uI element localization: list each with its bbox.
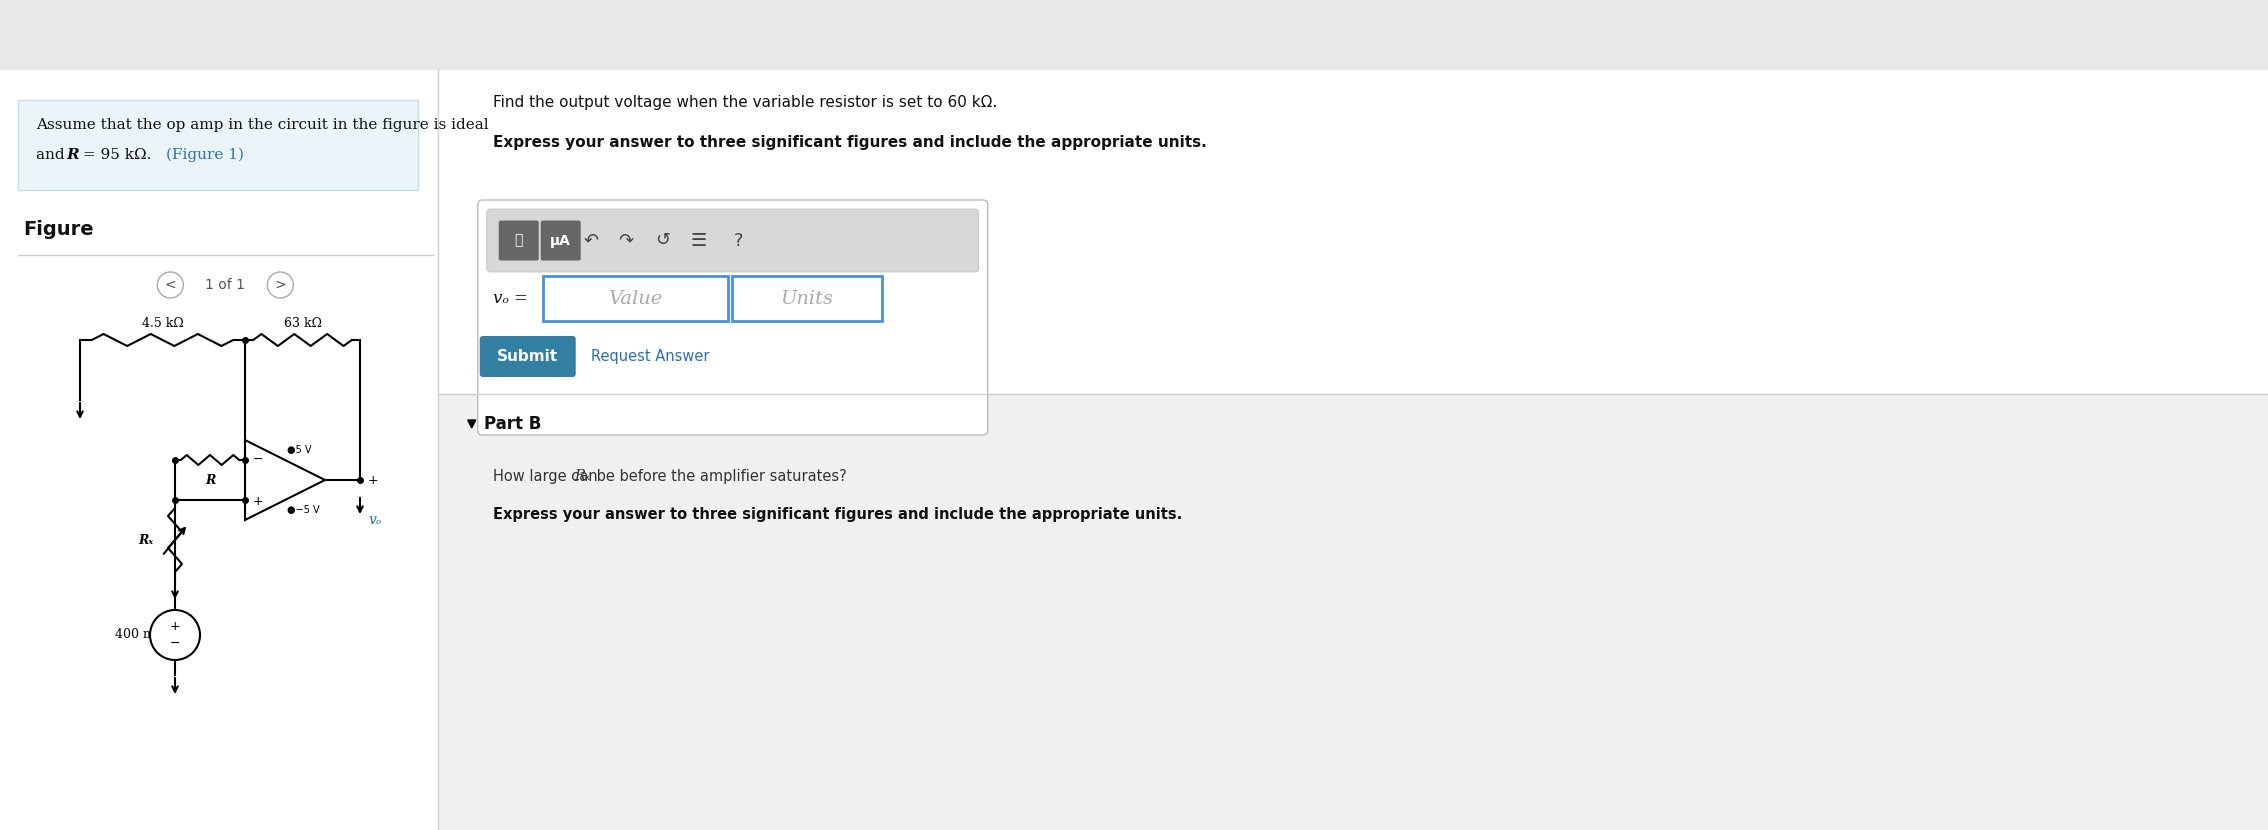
Text: Express your answer to three significant figures and include the appropriate uni: Express your answer to three significant…: [492, 507, 1182, 522]
FancyBboxPatch shape: [733, 276, 882, 321]
Text: μA: μA: [551, 233, 572, 247]
FancyBboxPatch shape: [479, 200, 989, 435]
Text: vₒ =: vₒ =: [492, 290, 528, 307]
Text: ●5 V: ●5 V: [288, 445, 311, 455]
Text: Figure: Figure: [23, 220, 93, 239]
Text: Request Answer: Request Answer: [590, 349, 710, 364]
FancyBboxPatch shape: [18, 100, 417, 190]
Text: ↷: ↷: [619, 232, 633, 250]
Text: ?: ?: [735, 232, 744, 250]
Circle shape: [150, 610, 200, 660]
Text: R: R: [66, 148, 79, 162]
FancyBboxPatch shape: [488, 209, 980, 272]
Text: = 95 kΩ.: = 95 kΩ.: [77, 148, 152, 162]
Text: 63 kΩ: 63 kΩ: [284, 317, 322, 330]
Text: ↺: ↺: [655, 232, 671, 250]
Text: Rₓ: Rₓ: [138, 534, 152, 546]
Text: −: −: [170, 637, 179, 650]
Text: ●−5 V: ●−5 V: [288, 505, 320, 515]
Text: Value: Value: [608, 290, 662, 307]
Text: ☰: ☰: [692, 232, 708, 250]
FancyBboxPatch shape: [438, 394, 2268, 830]
Text: >: >: [274, 278, 286, 292]
Text: ↶: ↶: [583, 232, 599, 250]
FancyBboxPatch shape: [542, 276, 728, 321]
Text: Rₓ: Rₓ: [574, 469, 590, 483]
Text: Find the output voltage when the variable resistor is set to 60 kΩ.: Find the output voltage when the variabl…: [492, 95, 998, 110]
FancyBboxPatch shape: [499, 221, 540, 261]
Text: +: +: [367, 473, 379, 486]
FancyBboxPatch shape: [0, 0, 2268, 70]
FancyBboxPatch shape: [540, 221, 581, 261]
Text: vₒ: vₒ: [367, 513, 381, 527]
Text: Units: Units: [780, 290, 832, 307]
Circle shape: [268, 272, 293, 298]
Text: <: <: [166, 278, 177, 292]
Text: be before the amplifier saturates?: be before the amplifier saturates?: [592, 469, 846, 484]
Text: +: +: [170, 621, 181, 633]
Text: (Figure 1): (Figure 1): [166, 148, 245, 163]
Text: +: +: [254, 495, 263, 507]
Text: Express your answer to three significant figures and include the appropriate uni: Express your answer to three significant…: [492, 135, 1207, 150]
FancyBboxPatch shape: [481, 336, 576, 377]
Polygon shape: [467, 420, 476, 428]
Text: Submit: Submit: [497, 349, 558, 364]
Text: R: R: [204, 474, 215, 487]
Text: ⎕: ⎕: [515, 233, 524, 247]
Text: −: −: [254, 452, 263, 466]
Circle shape: [156, 272, 184, 298]
Text: How large can: How large can: [492, 469, 601, 484]
Text: 4.5 kΩ: 4.5 kΩ: [141, 317, 184, 330]
Text: Part B: Part B: [483, 415, 542, 433]
Text: 1 of 1: 1 of 1: [206, 278, 245, 292]
Text: 400 mV: 400 mV: [116, 628, 163, 642]
Text: Assume that the op amp in the circuit in the figure is ideal: Assume that the op amp in the circuit in…: [36, 118, 488, 132]
Text: and: and: [36, 148, 70, 162]
